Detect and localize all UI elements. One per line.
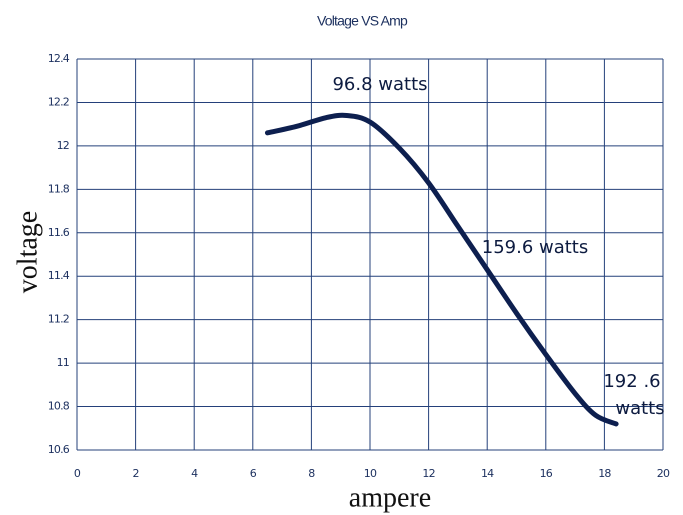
- x-tick-label: 14: [481, 467, 494, 480]
- y-tick-label: 11: [57, 356, 69, 369]
- x-tick-label: 2: [132, 467, 138, 480]
- y-tick-label: 10.6: [48, 443, 70, 456]
- line: [264, 112, 619, 427]
- x-tick-label: 8: [308, 467, 315, 480]
- y-tick-label: 11.8: [48, 182, 70, 195]
- y-tick-label: 11.6: [48, 226, 70, 239]
- chart-title: Voltage VS Amp: [317, 13, 408, 29]
- x-axis-label: ampere: [349, 482, 431, 513]
- annotation: 192 .6: [603, 371, 660, 392]
- x-tick-label: 12: [422, 467, 434, 480]
- y-tick-label: 12.4: [48, 52, 70, 65]
- x-tick-label: 4: [191, 467, 198, 480]
- annotation: watts: [615, 398, 664, 419]
- x-tick-label: 20: [657, 467, 670, 480]
- annotation: 96.8 watts: [332, 74, 427, 95]
- y-tick-label: 12.2: [48, 95, 69, 108]
- x-tick-label: 10: [364, 467, 377, 480]
- y-tick-label: 11.2: [48, 313, 69, 326]
- y-tick-label: 12: [57, 139, 69, 152]
- y-tick-label: 11.4: [48, 269, 70, 282]
- x-tick-label: 6: [250, 467, 257, 480]
- y-tick-label: 10.8: [48, 400, 70, 413]
- annotation: 159.6 watts: [482, 237, 589, 258]
- y-axis-label: voltage: [12, 211, 43, 293]
- x-tick-label: 16: [540, 467, 553, 480]
- x-tick-label: 18: [598, 467, 611, 480]
- x-tick-label: 0: [74, 467, 81, 480]
